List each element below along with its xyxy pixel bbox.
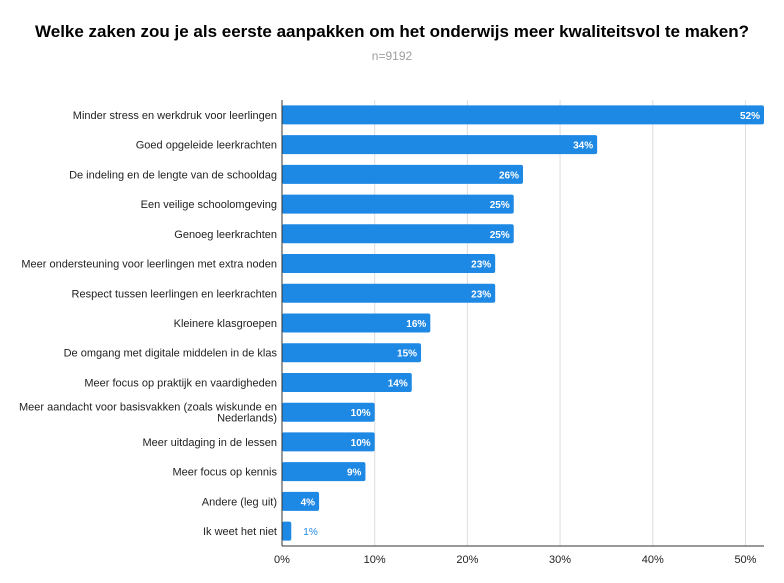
data-label: 15% xyxy=(397,349,417,360)
bar xyxy=(282,432,375,452)
x-tick-label: 0% xyxy=(274,554,290,566)
bar xyxy=(282,194,514,214)
x-tick-label: 30% xyxy=(549,554,571,566)
data-label: 10% xyxy=(351,438,371,449)
category-label: Goed opgeleide leerkrachten xyxy=(136,140,277,152)
x-tick-label: 50% xyxy=(734,554,756,566)
data-label: 52% xyxy=(740,111,760,122)
bar xyxy=(282,343,422,363)
category-label: De omgang met digitale middelen in de kl… xyxy=(64,348,278,360)
data-label: 16% xyxy=(406,319,426,330)
bar xyxy=(282,462,366,482)
category-label: Nederlands) xyxy=(217,413,277,425)
category-label: De indeling en de lengte van de schoolda… xyxy=(69,169,277,181)
category-label: Meer uitdaging in de lessen xyxy=(142,437,277,449)
bar xyxy=(282,105,764,125)
bar xyxy=(282,372,412,392)
data-label: 1% xyxy=(303,527,318,538)
data-label: 25% xyxy=(490,230,510,241)
bar xyxy=(282,283,496,303)
category-label: Kleinere klasgroepen xyxy=(174,318,277,330)
category-label: Genoeg leerkrachten xyxy=(174,229,277,241)
data-label: 23% xyxy=(471,260,491,271)
bar xyxy=(282,135,598,155)
data-label: 10% xyxy=(351,408,371,419)
category-label: Andere (leg uit) xyxy=(202,496,277,508)
category-label: Minder stress en werkdruk voor leerlinge… xyxy=(73,110,277,122)
data-label: 9% xyxy=(347,468,362,479)
data-label: 25% xyxy=(490,200,510,211)
x-tick-label: 40% xyxy=(642,554,664,566)
x-tick-label: 10% xyxy=(364,554,386,566)
data-label: 14% xyxy=(388,378,408,389)
chart-subtitle: n=9192 xyxy=(371,49,413,63)
category-label: Meer ondersteuning voor leerlingen met e… xyxy=(21,259,277,271)
data-label: 26% xyxy=(499,170,519,181)
category-label: Meer focus op praktijk en vaardigheden xyxy=(84,377,277,389)
bar xyxy=(282,491,320,511)
category-label: Ik weet het niet xyxy=(203,526,277,538)
bar xyxy=(282,313,431,333)
category-label: Een veilige schoolomgeving xyxy=(141,199,277,211)
data-label: 34% xyxy=(573,141,593,152)
bar xyxy=(282,521,292,541)
bar xyxy=(282,254,496,274)
bar xyxy=(282,402,375,422)
x-tick-label: 20% xyxy=(456,554,478,566)
category-label: Meer aandacht voor basisvakken (zoals wi… xyxy=(19,402,277,414)
chart-title: Welke zaken zou je als eerste aanpakken … xyxy=(35,22,749,41)
data-label: 4% xyxy=(301,497,316,508)
bar xyxy=(282,164,523,184)
category-label: Respect tussen leerlingen en leerkrachte… xyxy=(72,288,277,300)
category-label: Meer focus op kennis xyxy=(172,467,277,479)
data-label: 23% xyxy=(471,289,491,300)
bar xyxy=(282,224,514,244)
